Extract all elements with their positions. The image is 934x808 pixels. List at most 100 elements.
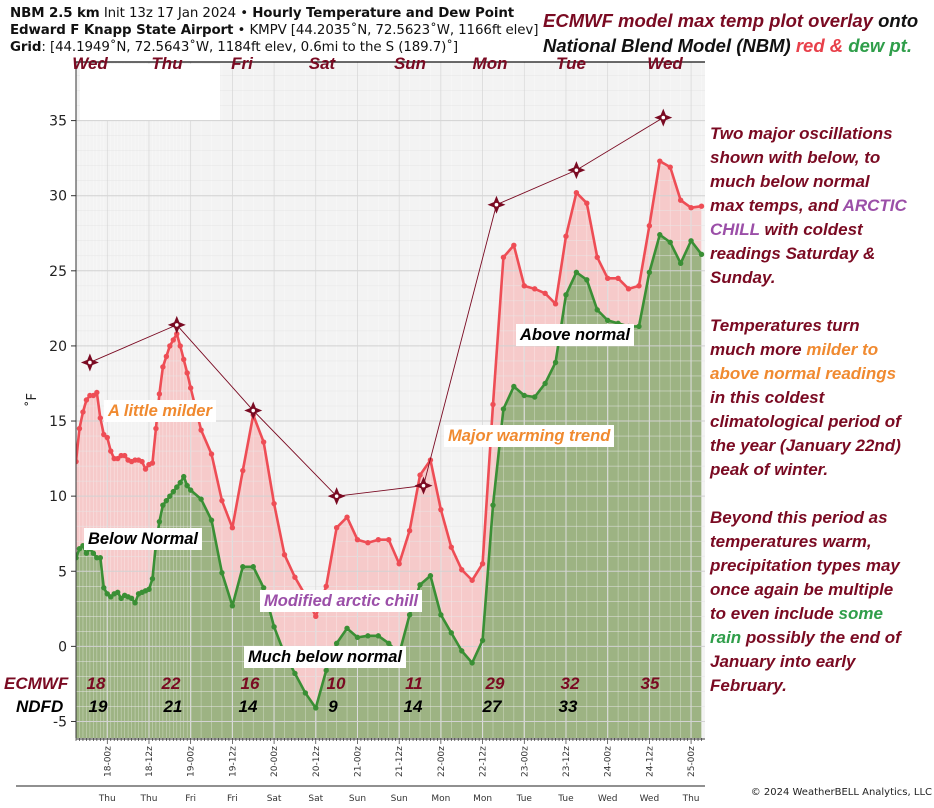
dewpoint-point: [604, 317, 611, 324]
x-tick-day-label: Mon: [473, 794, 492, 804]
annotation-above-normal: Above normal: [516, 324, 635, 346]
temperature-point: [142, 466, 149, 472]
temperature-point: [219, 497, 225, 504]
temperature-point: [532, 286, 538, 292]
dewpoint-point: [479, 637, 486, 644]
text-segment: precipitation types may: [710, 556, 900, 575]
text-segment: the year (January 22nd): [710, 436, 901, 455]
dewpoint-point: [132, 600, 138, 606]
text-segment: • KMPV [44.2035˚N, 72.5623˚W, 1166ft ele…: [233, 23, 539, 38]
dewpoint-point: [573, 269, 580, 276]
text-segment: Two major oscillations: [710, 124, 893, 143]
header-line-2: Edward F Knapp State Airport • KMPV [44.…: [10, 23, 538, 38]
temperature-point: [677, 197, 684, 203]
dewpoint-point: [459, 648, 465, 654]
commentary-line: Beyond this period as: [710, 506, 901, 530]
temperature-point: [229, 524, 236, 531]
text-segment: milder to: [806, 340, 879, 359]
x-tick-label: 19-12z: [228, 746, 238, 777]
dewpoint-point: [170, 488, 176, 495]
temperature-point: [167, 343, 173, 349]
dewpoint-point: [386, 640, 392, 647]
temperature-point: [97, 415, 104, 421]
y-axis-label: ˚F: [24, 393, 40, 407]
annotation-major-warming-trend: Major warming trend: [444, 425, 615, 447]
text-segment: much more: [710, 340, 807, 359]
temperature-point: [584, 200, 590, 206]
temperature-point: [511, 242, 517, 248]
dewpoint-point: [181, 473, 187, 480]
x-tick-day-label: Sun: [391, 794, 408, 804]
temperature-point: [281, 552, 288, 558]
x-tick-label: 23-00z: [520, 746, 530, 777]
commentary-line: CHILL with coldest: [710, 218, 907, 242]
temperature-point: [542, 290, 548, 297]
dewpoint-point: [177, 479, 183, 486]
ecmwf-max-value: 29: [485, 674, 505, 693]
y-tick-label: 35: [49, 114, 67, 130]
ecmwf-max-star-center: [661, 115, 666, 120]
temperature-point: [469, 577, 475, 583]
y-tick-label: 10: [49, 489, 67, 505]
temperature-point: [667, 164, 673, 170]
temperature-point: [170, 337, 176, 343]
temperature-point: [406, 527, 413, 534]
text-segment: Init 13z 17 Jan 2024 •: [99, 6, 253, 21]
dewpoint-point: [521, 392, 527, 399]
text-segment: dew pt.: [843, 35, 912, 56]
dewpoint-point: [174, 484, 180, 490]
temperature-point: [181, 356, 187, 363]
ndfd-max-value: 21: [163, 697, 183, 716]
top-day-label: Wed: [72, 54, 108, 73]
temperature-point: [417, 472, 423, 478]
commentary-line: temperatures warm,: [710, 530, 901, 554]
dewpoint-point: [90, 550, 97, 556]
ndfd-row-label: NDFD: [16, 697, 64, 716]
dewpoint-point: [240, 564, 246, 570]
top-day-label: Tue: [556, 54, 586, 73]
ecmwf-max-value: 16: [240, 674, 260, 693]
x-tick-label: 20-00z: [270, 746, 280, 777]
header-line-3: Grid: [44.1949˚N, 72.5643˚W, 1184ft elev…: [10, 40, 458, 55]
text-segment: ARCTIC: [842, 196, 907, 215]
x-tick-day-label: Thu: [682, 794, 700, 804]
dewpoint-point: [375, 633, 382, 639]
x-tick-label: 18-00z: [103, 746, 113, 777]
temperature-point: [490, 401, 496, 408]
top-day-label: Sat: [309, 54, 337, 73]
y-tick-label: 0: [58, 639, 67, 655]
x-tick-label: 21-12z: [395, 746, 405, 777]
temperature-point: [76, 458, 79, 465]
ecmwf-max-value: 35: [640, 674, 660, 693]
x-tick-day-label: Sat: [267, 794, 282, 804]
text-segment: possibly the end of: [741, 628, 901, 647]
text-segment: February.: [710, 676, 787, 695]
temperature-point: [459, 567, 465, 573]
top-day-label: Wed: [647, 54, 683, 73]
dewpoint-point: [229, 603, 236, 609]
dewpoint-point: [292, 670, 298, 677]
x-tick-day-label: Wed: [640, 794, 660, 804]
legend-box: [80, 64, 220, 120]
ecmwf-max-line: [89, 117, 664, 497]
x-tick-label: 21-00z: [353, 746, 363, 777]
text-segment: max temps, and: [710, 196, 843, 215]
temperature-point: [636, 283, 642, 289]
text-segment: Sunday.: [710, 268, 776, 287]
text-segment: January into early: [710, 652, 856, 671]
dewpoint-point: [469, 660, 475, 666]
text-segment: temperatures warm,: [710, 532, 872, 551]
annotation-much-below-normal: Much below normal: [244, 646, 407, 668]
dewpoint-point: [354, 634, 361, 641]
temperature-point: [573, 189, 580, 196]
commentary-line: max temps, and ARCTIC: [710, 194, 907, 218]
dewpoint-point: [208, 517, 215, 523]
text-segment: some: [838, 604, 883, 623]
commentary-line: climatological period of: [710, 410, 901, 434]
temperature-point: [149, 460, 156, 466]
dewpoint-point: [76, 555, 79, 561]
top-day-label: Fri: [231, 54, 254, 73]
ecmwf-max-value: 32: [560, 674, 580, 693]
x-tick-label: 18-12z: [145, 746, 155, 777]
y-tick-label: 30: [49, 189, 67, 205]
